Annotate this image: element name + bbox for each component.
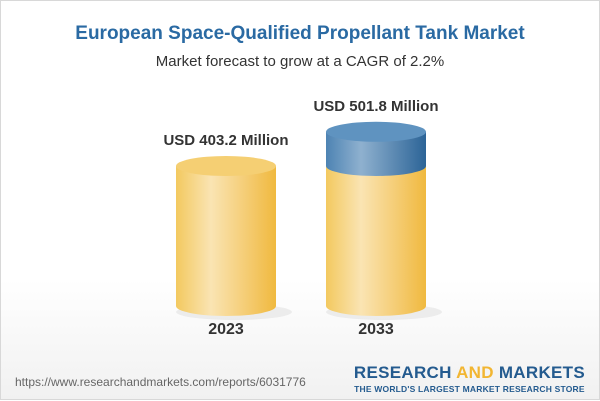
bar-2023 <box>176 166 276 316</box>
bar-growth-2033 <box>326 131 426 176</box>
research-and-markets-logo: RESEARCH AND MARKETS THE WORLD'S LARGEST… <box>353 363 585 394</box>
x-tick-label: 2023 <box>208 321 244 338</box>
data-label: USD 403.2 Million <box>163 132 288 149</box>
report-url[interactable]: https://www.researchandmarkets.com/repor… <box>15 375 306 389</box>
bar-top-2033 <box>326 121 426 142</box>
x-tick-label: 2033 <box>358 321 394 338</box>
chart-subtitle: Market forecast to grow at a CAGR of 2.2… <box>155 53 445 70</box>
bar-base-2033 <box>326 166 426 316</box>
bar-top-2023 <box>176 156 276 176</box>
data-label: USD 501.8 Million <box>313 98 438 115</box>
chart-title: European Space-Qualified Propellant Tank… <box>75 23 525 44</box>
